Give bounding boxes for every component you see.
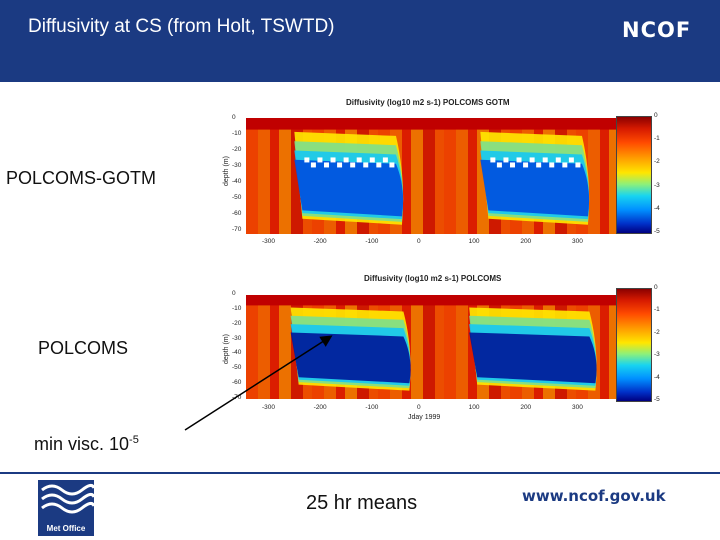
colorbar <box>616 116 652 234</box>
min-visc-exponent: -5 <box>129 434 139 446</box>
x-tick-label: -300 <box>262 404 276 411</box>
y-tick-label: -10 <box>232 304 242 312</box>
y-tick-label: -20 <box>232 319 242 327</box>
y-tick-label: -30 <box>232 162 242 169</box>
y-tick-label: -20 <box>232 146 242 153</box>
colorbar-tick-label: -4 <box>654 373 660 381</box>
y-tick-label: -30 <box>232 334 242 342</box>
y-axis-label: depth (m) <box>223 156 230 186</box>
x-tick-label: 200 <box>520 404 532 411</box>
met-office-label: Met Office <box>46 524 86 533</box>
min-visc-text: min visc. 10 <box>34 434 130 454</box>
y-tick-label: -70 <box>232 226 242 233</box>
website-link[interactable]: www.ncof.gov.uk <box>522 487 666 505</box>
panel-title: Diffusivity (log10 m2 s-1) POLCOMS <box>364 274 502 283</box>
colorbar-tick-label: -1 <box>654 135 660 143</box>
colorbar <box>616 288 652 402</box>
y-tick-label: -60 <box>232 379 242 387</box>
y-tick-label: -60 <box>232 210 242 217</box>
label-polcoms: POLCOMS <box>38 338 129 358</box>
y-axis-label: depth (m) <box>223 334 230 364</box>
y-tick-label: -70 <box>232 394 242 401</box>
x-tick-label: -300 <box>262 238 276 245</box>
ncof-logo: NCOF <box>622 18 692 42</box>
met-office-wave-icon <box>41 483 96 514</box>
colorbar-tick-label: -3 <box>654 181 660 189</box>
footer-divider <box>0 472 720 474</box>
panel-polcoms-gotm: Diffusivity (log10 m2 s-1) POLCOMS GOTM … <box>218 94 720 246</box>
slide-title: Diffusivity at CS (from Holt, TSWTD) <box>28 16 335 37</box>
colorbar-tick-label: 0 <box>654 284 658 291</box>
label-min-visc: min visc. 10-5 <box>34 434 139 455</box>
x-tick-label: 200 <box>520 238 532 245</box>
y-tick-label: -50 <box>232 364 242 372</box>
footer-caption: 25 hr means <box>306 492 418 514</box>
heatmap-canvas <box>246 118 618 234</box>
colorbar-tick-label: -5 <box>654 228 660 235</box>
heatmap-polcoms <box>246 295 618 399</box>
y-tick-label: -10 <box>232 130 242 137</box>
label-polcoms-gotm: POLCOMS-GOTM <box>6 168 157 188</box>
x-tick-label: 0 <box>417 404 421 411</box>
y-tick-label: -50 <box>232 194 242 201</box>
x-tick-label: -100 <box>365 404 379 411</box>
x-tick-label: -200 <box>313 238 327 245</box>
heatmap-polcoms-gotm <box>246 118 618 234</box>
x-tick-label: 300 <box>572 238 583 245</box>
x-axis-label: Jday 1999 <box>408 414 441 421</box>
colorbar-tick-label: -2 <box>654 328 660 336</box>
x-tick-label: 100 <box>468 238 480 245</box>
panel-polcoms: Diffusivity (log10 m2 s-1) POLCOMS depth… <box>218 268 720 428</box>
slide-header: Diffusivity at CS (from Holt, TSWTD) NCO… <box>0 0 720 82</box>
colorbar-tick-label: -2 <box>654 158 660 166</box>
heatmap-canvas <box>246 295 618 399</box>
y-tick-label: 0 <box>232 290 236 297</box>
x-tick-label: 300 <box>572 404 583 411</box>
y-tick-label: -40 <box>232 178 242 185</box>
panel-title: Diffusivity (log10 m2 s-1) POLCOMS GOTM <box>346 98 510 107</box>
colorbar-tick-label: -5 <box>654 396 660 403</box>
colorbar-tick-label: 0 <box>654 112 658 119</box>
colorbar-tick-label: -4 <box>654 204 660 212</box>
x-tick-label: -200 <box>313 404 327 411</box>
x-tick-label: 100 <box>468 404 480 411</box>
colorbar-tick-label: -1 <box>654 306 660 314</box>
y-tick-label: -40 <box>232 349 242 357</box>
x-tick-label: 0 <box>417 238 421 245</box>
x-tick-label: -100 <box>365 238 379 245</box>
colorbar-tick-label: -3 <box>654 351 660 359</box>
y-tick-label: 0 <box>232 114 236 121</box>
met-office-logo: Met Office <box>38 480 96 536</box>
